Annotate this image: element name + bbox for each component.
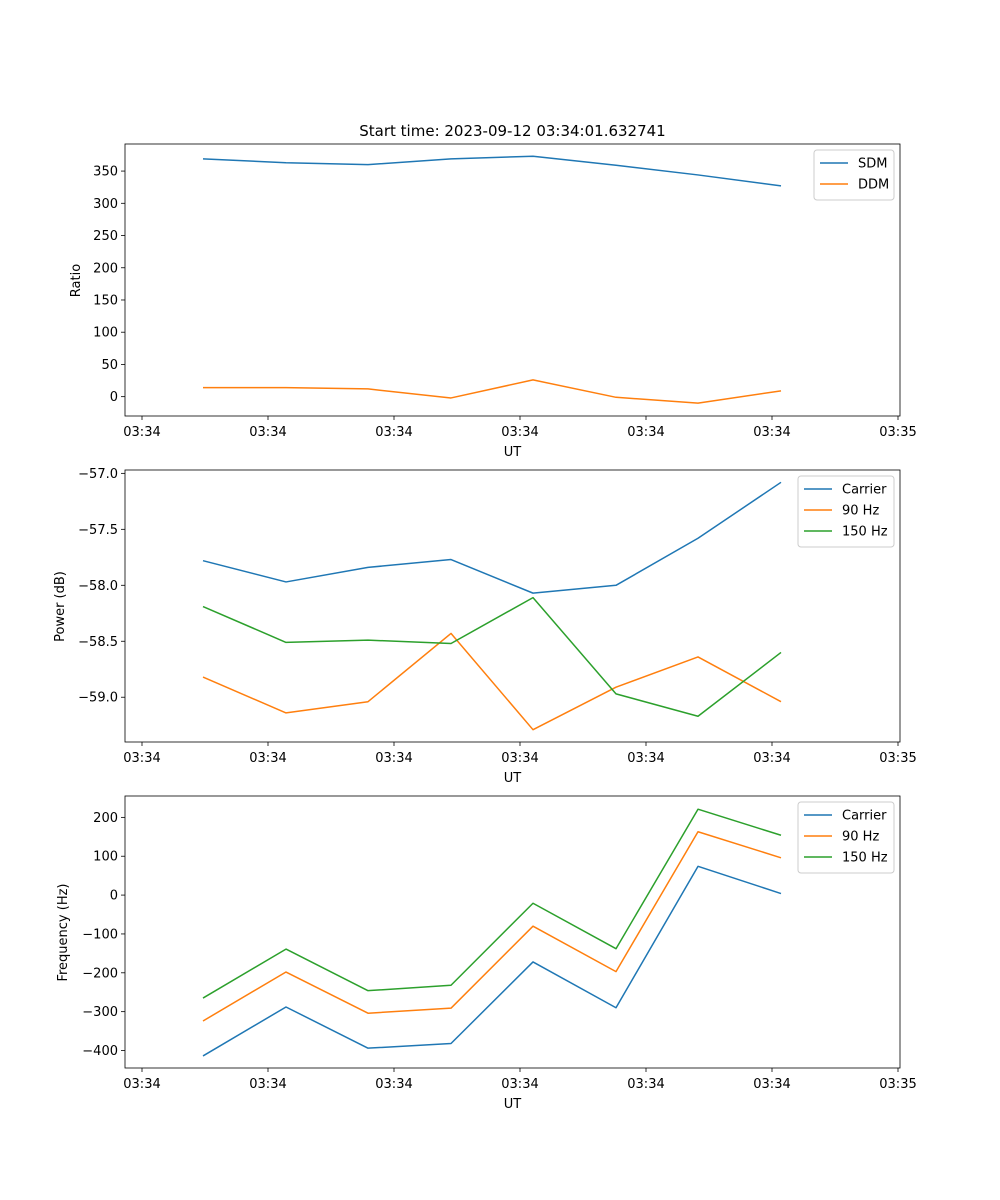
x-axis-label: UT xyxy=(504,771,522,786)
legend: Carrier 90 Hz 150 Hz xyxy=(797,801,895,874)
y-tick-label: −58.0 xyxy=(78,579,118,594)
y-tick-label: 100 xyxy=(93,850,118,865)
ratio-panel: Start time: 2023-09-12 03:34:01.632741 U… xyxy=(69,122,917,460)
legend-entry: 150 Hz xyxy=(842,525,888,540)
series-line-150-hz xyxy=(202,596,782,718)
y-tick-label: 0 xyxy=(110,390,118,405)
x-tick-label: 03:34 xyxy=(753,751,790,766)
legend: SDM DDM xyxy=(813,149,895,201)
legend-entry: 150 Hz xyxy=(842,851,888,866)
x-tick-label: 03:34 xyxy=(375,1077,412,1092)
y-tick-label: 0 xyxy=(110,889,118,904)
legend-entry: DDM xyxy=(858,178,889,193)
legend-entry: SDM xyxy=(858,157,887,172)
legend-box xyxy=(797,801,895,874)
x-tick-label: 03:34 xyxy=(123,1077,160,1092)
y-axis-label: Ratio xyxy=(69,264,84,297)
series-line-carrier xyxy=(202,865,782,1057)
y-axis-label: Frequency (Hz) xyxy=(56,883,71,981)
series-line-ddm xyxy=(203,379,782,404)
y-tick-label: 50 xyxy=(101,358,118,373)
series-line-90-hz xyxy=(202,831,782,1022)
y-tick-label: 300 xyxy=(93,197,118,212)
x-axis-label: UT xyxy=(504,445,522,460)
y-tick-label: −57.0 xyxy=(78,467,118,482)
legend-entry: 90 Hz xyxy=(842,830,879,845)
x-tick-label: 03:34 xyxy=(627,425,664,440)
x-tick-label: 03:35 xyxy=(879,1077,916,1092)
legend-entry: Carrier xyxy=(842,483,887,498)
y-axis-label: Power (dB) xyxy=(53,571,68,642)
series-line-90-hz xyxy=(202,632,782,731)
x-tick-label: 03:35 xyxy=(879,751,916,766)
series-line-carrier xyxy=(202,481,782,594)
x-tick-label: 03:34 xyxy=(249,1077,286,1092)
x-tick-label: 03:34 xyxy=(753,1077,790,1092)
y-tick-label: 200 xyxy=(93,811,118,826)
legend-entry: 90 Hz xyxy=(842,504,879,519)
x-tick-label: 03:34 xyxy=(375,751,412,766)
x-axis-label: UT xyxy=(504,1097,522,1112)
x-tick-label: 03:34 xyxy=(501,751,538,766)
x-tick-label: 03:34 xyxy=(123,425,160,440)
y-tick-label: 150 xyxy=(93,293,118,308)
legend: Carrier 90 Hz 150 Hz xyxy=(797,475,895,548)
axes-frame xyxy=(124,143,901,417)
x-tick-label: 03:34 xyxy=(627,1077,664,1092)
y-tick-label: 250 xyxy=(93,229,118,244)
y-tick-label: 200 xyxy=(93,261,118,276)
x-tick-label: 03:34 xyxy=(123,751,160,766)
y-tick-label: −58.5 xyxy=(78,635,118,650)
x-tick-label: 03:34 xyxy=(627,751,664,766)
y-tick-label: 100 xyxy=(93,326,118,341)
x-tick-label: 03:34 xyxy=(753,425,790,440)
y-tick-label: 350 xyxy=(93,165,118,180)
power-panel: UT Power (dB) −59.0 −58.5 −58.0 −57.5 −57.0 0… xyxy=(53,467,917,786)
x-tick-label: 03:34 xyxy=(501,1077,538,1092)
x-tick-label: 03:34 xyxy=(375,425,412,440)
y-tick-label: −200 xyxy=(82,966,118,981)
x-tick-label: 03:34 xyxy=(249,751,286,766)
axes-frame xyxy=(124,469,901,743)
y-tick-label: −300 xyxy=(82,1005,118,1020)
axes-frame xyxy=(124,795,901,1069)
x-tick-label: 03:35 xyxy=(879,425,916,440)
frequency-panel: UT Frequency (Hz) −400 −300 −200 −100 0 100 20… xyxy=(56,795,917,1112)
series-line-sdm xyxy=(202,155,782,187)
x-tick-label: 03:34 xyxy=(501,425,538,440)
y-tick-label: −57.5 xyxy=(78,523,118,538)
legend-entry: Carrier xyxy=(842,809,887,824)
y-tick-label: −100 xyxy=(82,927,118,942)
chart-title: Start time: 2023-09-12 03:34:01.632741 xyxy=(359,122,665,140)
x-tick-label: 03:34 xyxy=(249,425,286,440)
y-tick-label: −400 xyxy=(82,1044,118,1059)
legend-box xyxy=(797,475,895,548)
y-tick-label: −59.0 xyxy=(78,691,118,706)
series-line-150-hz xyxy=(202,808,782,999)
